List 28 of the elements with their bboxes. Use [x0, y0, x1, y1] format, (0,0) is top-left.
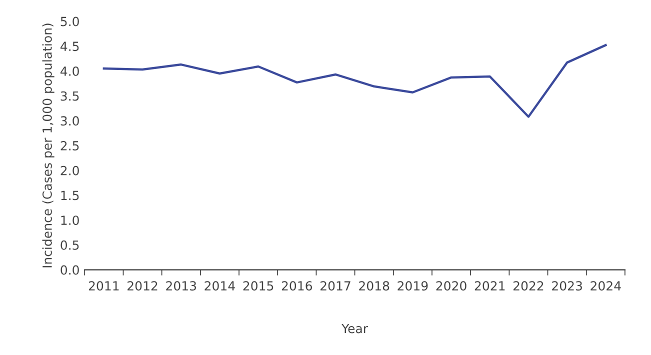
x-tick-label: 2018	[359, 281, 390, 291]
y-tick-label: 2.5	[60, 141, 79, 150]
y-tick-label: 0.5	[60, 240, 79, 250]
x-tick-label: 2012	[128, 281, 158, 291]
y-axis-title: Incidence (Cases per 1,000 population)	[42, 24, 54, 268]
y-tick-label: 3.0	[60, 116, 79, 126]
x-axis-title: Year	[342, 324, 368, 334]
x-tick-label: 2022	[513, 281, 544, 291]
x-tick-label: 2021	[474, 281, 505, 291]
x-tick-label: 2011	[88, 281, 119, 291]
x-tick-label: 2020	[436, 281, 466, 291]
x-tick-label: 2016	[282, 281, 312, 291]
line-series	[102, 44, 607, 118]
y-tick-label: 4.5	[60, 42, 79, 52]
y-tick-label: 5.0	[60, 16, 79, 26]
y-tick-label: 0.0	[60, 265, 79, 275]
y-tick-label: 1.0	[61, 216, 79, 226]
y-tick-label: 2.0	[60, 166, 79, 176]
x-tick-label: 2017	[320, 281, 350, 291]
x-tick-label: 2023	[552, 281, 582, 291]
x-tick-label: 2014	[204, 281, 235, 291]
y-tick-label: 3.5	[60, 91, 79, 101]
x-tick-label: 2019	[398, 281, 428, 291]
x-tick-label: 2013	[166, 281, 196, 291]
x-tick-label: 2024	[590, 281, 621, 291]
y-tick-label: 1.5	[61, 190, 79, 200]
x-tick-label: 2015	[243, 281, 274, 291]
y-tick-label: 4.0	[60, 66, 79, 76]
